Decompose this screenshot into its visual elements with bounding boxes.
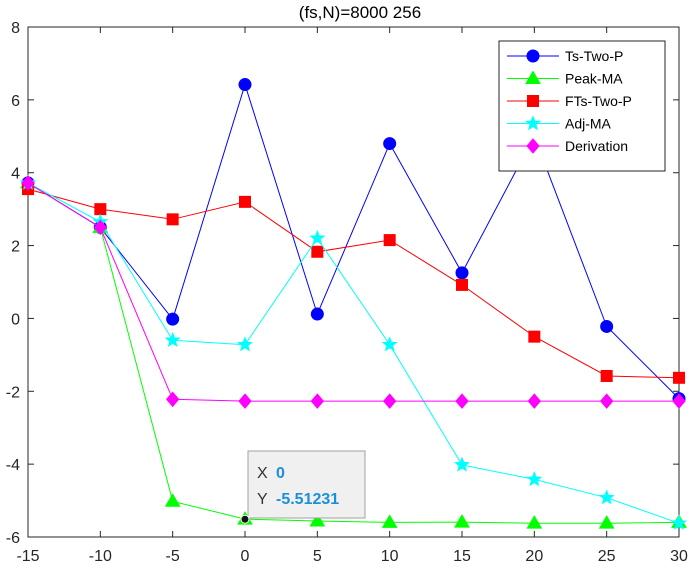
data-point[interactable] bbox=[672, 393, 686, 409]
legend-label: Ts-Two-P bbox=[565, 48, 623, 64]
data-point[interactable] bbox=[598, 515, 615, 529]
x-tick-label: 15 bbox=[453, 548, 471, 565]
x-tick-label: 25 bbox=[598, 548, 616, 565]
datatip-y-value: -5.51231 bbox=[276, 491, 339, 508]
data-point[interactable] bbox=[383, 393, 397, 409]
data-point[interactable] bbox=[528, 330, 541, 343]
legend-swatch-marker[interactable] bbox=[524, 115, 542, 131]
x-tick-label: -10 bbox=[89, 548, 112, 565]
data-point[interactable] bbox=[383, 234, 396, 247]
datatip-point[interactable] bbox=[240, 514, 250, 524]
datatip-y-label: Y bbox=[257, 491, 268, 508]
legend-item-ts-two-p[interactable]: Ts-Two-P bbox=[507, 48, 623, 64]
x-tick-label: -5 bbox=[166, 548, 180, 565]
data-point[interactable] bbox=[236, 336, 254, 352]
legend-item-peak-ma[interactable]: Peak-MA bbox=[507, 71, 623, 87]
series-line bbox=[27, 182, 680, 524]
data-point[interactable] bbox=[381, 514, 398, 528]
x-axis: -15 -10 -5 0 5 10 15 20 25 30 bbox=[16, 27, 688, 565]
data-point[interactable] bbox=[93, 219, 107, 236]
data-point[interactable] bbox=[600, 319, 614, 333]
data-point[interactable] bbox=[166, 312, 180, 326]
series-line bbox=[27, 182, 679, 402]
legend-item-fts-two-p[interactable]: FTs-Two-P bbox=[507, 93, 632, 109]
legend-swatch-marker[interactable] bbox=[527, 95, 539, 107]
data-point[interactable] bbox=[455, 393, 469, 409]
series-line bbox=[27, 188, 680, 379]
legend-label: FTs-Two-P bbox=[565, 93, 632, 109]
datatip-x-label: X bbox=[257, 465, 268, 482]
legend-label: Peak-MA bbox=[565, 71, 623, 87]
data-point[interactable] bbox=[454, 514, 470, 528]
y-tick-label: -2 bbox=[6, 384, 20, 401]
data-point[interactable] bbox=[598, 489, 615, 505]
data-point[interactable] bbox=[238, 78, 252, 92]
data-point[interactable] bbox=[310, 393, 324, 409]
datatip[interactable]: X 0 Y -5.51231 bbox=[240, 450, 366, 524]
y-axis: -6 -4 -2 0 2 4 6 8 bbox=[6, 20, 679, 547]
data-point[interactable] bbox=[381, 336, 398, 352]
legend[interactable]: Ts-Two-P Peak-MA FTs-Two-P Adj-MA Derivation bbox=[498, 40, 666, 172]
legend-swatch-marker[interactable] bbox=[526, 138, 540, 154]
data-point[interactable] bbox=[673, 371, 685, 384]
y-tick-label: 6 bbox=[11, 93, 20, 110]
data-point[interactable] bbox=[238, 393, 252, 409]
x-tick-label: 5 bbox=[313, 548, 322, 565]
x-tick-label: 30 bbox=[670, 548, 688, 565]
legend-item-adj-ma[interactable]: Adj-MA bbox=[507, 115, 612, 132]
y-tick-label: -4 bbox=[6, 457, 20, 474]
data-point[interactable] bbox=[164, 493, 181, 507]
series-derivation bbox=[21, 175, 686, 409]
data-point[interactable] bbox=[527, 393, 541, 409]
y-tick-label: 8 bbox=[11, 20, 20, 37]
data-point[interactable] bbox=[600, 369, 613, 382]
y-tick-label: 0 bbox=[11, 311, 20, 328]
x-tick-label: 20 bbox=[525, 548, 543, 565]
legend-swatch-marker[interactable] bbox=[525, 70, 541, 84]
y-tick-label: -6 bbox=[6, 530, 20, 547]
data-point[interactable] bbox=[670, 514, 688, 530]
chart-title: (fs,N)=8000 256 bbox=[299, 3, 421, 22]
datatip-x-value: 0 bbox=[276, 465, 285, 482]
data-point[interactable] bbox=[309, 229, 326, 246]
x-tick-label: 0 bbox=[241, 548, 250, 565]
series-line bbox=[27, 82, 680, 399]
legend-box bbox=[498, 40, 666, 172]
data-point[interactable] bbox=[600, 393, 614, 409]
legend-label: Derivation bbox=[565, 138, 628, 154]
data-point[interactable] bbox=[309, 512, 326, 527]
data-point[interactable] bbox=[21, 175, 35, 191]
legend-swatch-marker[interactable] bbox=[526, 49, 540, 63]
datatip-box bbox=[247, 450, 366, 519]
data-point[interactable] bbox=[526, 515, 543, 529]
data-point[interactable] bbox=[239, 195, 251, 208]
data-point[interactable] bbox=[94, 203, 107, 216]
data-point[interactable] bbox=[166, 213, 179, 226]
data-point[interactable] bbox=[310, 307, 324, 321]
data-point[interactable] bbox=[166, 391, 180, 408]
data-point[interactable] bbox=[456, 278, 468, 291]
x-tick-label: -15 bbox=[16, 548, 39, 565]
series-fts-two-p bbox=[22, 183, 685, 384]
legend-label: Adj-MA bbox=[565, 116, 612, 132]
data-point[interactable] bbox=[453, 456, 471, 472]
x-tick-label: 10 bbox=[381, 548, 399, 565]
data-point[interactable] bbox=[383, 137, 397, 151]
y-tick-label: 4 bbox=[11, 166, 20, 183]
data-point[interactable] bbox=[164, 331, 181, 348]
data-point[interactable] bbox=[526, 470, 543, 487]
y-tick-label: 2 bbox=[11, 239, 20, 256]
legend-item-derivation[interactable]: Derivation bbox=[507, 138, 628, 154]
data-point[interactable] bbox=[455, 266, 469, 280]
series-line bbox=[27, 182, 680, 524]
data-point[interactable] bbox=[311, 245, 324, 258]
